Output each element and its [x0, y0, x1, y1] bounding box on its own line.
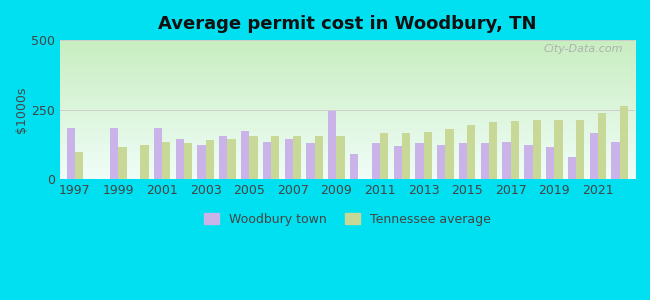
Bar [546, 147, 554, 179]
Text: City-Data.com: City-Data.com [544, 44, 623, 54]
Bar [315, 136, 323, 179]
Bar [502, 142, 511, 179]
Bar [111, 128, 118, 179]
Bar [350, 154, 358, 179]
Bar [467, 125, 475, 179]
Bar [263, 142, 271, 179]
Bar [415, 143, 424, 179]
Bar [554, 119, 563, 179]
Bar [154, 128, 162, 179]
Title: Average permit cost in Woodbury, TN: Average permit cost in Woodbury, TN [158, 15, 536, 33]
Bar [293, 136, 301, 179]
Legend: Woodbury town, Tennessee average: Woodbury town, Tennessee average [203, 213, 491, 226]
Bar [198, 145, 205, 179]
Bar [162, 142, 170, 179]
Bar [285, 139, 293, 179]
Bar [576, 119, 584, 179]
Bar [532, 119, 541, 179]
Bar [219, 136, 227, 179]
Bar [118, 147, 127, 179]
Bar [525, 145, 532, 179]
Bar [590, 134, 598, 179]
Bar [481, 143, 489, 179]
Bar [511, 121, 519, 179]
Bar [328, 111, 337, 179]
Y-axis label: $1000s: $1000s [15, 87, 28, 133]
Bar [227, 139, 236, 179]
Bar [372, 143, 380, 179]
Bar [598, 112, 606, 179]
Bar [612, 142, 619, 179]
Bar [75, 152, 83, 179]
Bar [380, 134, 388, 179]
Bar [241, 131, 249, 179]
Bar [205, 140, 214, 179]
Bar [489, 122, 497, 179]
Bar [140, 145, 149, 179]
Bar [445, 129, 454, 179]
Bar [306, 143, 315, 179]
Bar [176, 139, 184, 179]
Bar [619, 106, 628, 179]
Bar [402, 134, 410, 179]
Bar [459, 143, 467, 179]
Bar [424, 132, 432, 179]
Bar [568, 157, 576, 179]
Bar [249, 136, 257, 179]
Bar [184, 143, 192, 179]
Bar [393, 146, 402, 179]
Bar [271, 136, 280, 179]
Bar [66, 128, 75, 179]
Bar [337, 136, 344, 179]
Bar [437, 145, 445, 179]
